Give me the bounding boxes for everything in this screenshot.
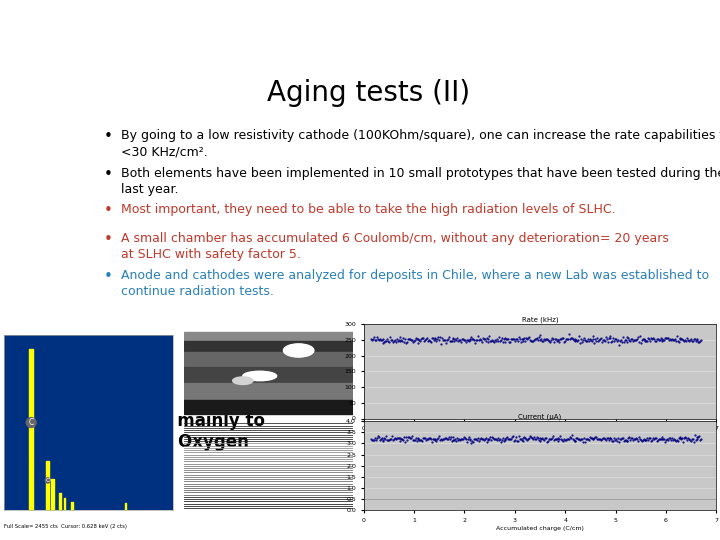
Bar	[184, 341, 353, 353]
Text: •: •	[104, 129, 113, 144]
Text: •: •	[104, 269, 113, 285]
X-axis label: Accumulated charge(C/cm): Accumulated charge(C/cm)	[497, 434, 583, 439]
Text: A small chamber has accumulated 6 Coulomb/cm, without any deterioration= 20 year: A small chamber has accumulated 6 Coulom…	[121, 232, 669, 261]
Text: Full Scale= 2455 cts  Cursor: 0.628 keV (2 cts): Full Scale= 2455 cts Cursor: 0.628 keV (…	[4, 524, 127, 529]
Text: •: •	[104, 232, 113, 247]
Bar	[184, 382, 353, 400]
Text: •: •	[104, 167, 113, 181]
X-axis label: Accumulated charge (C/cm): Accumulated charge (C/cm)	[496, 526, 584, 531]
Ellipse shape	[284, 344, 314, 357]
Ellipse shape	[233, 377, 253, 384]
Bar	[184, 400, 353, 414]
Text: Both elements have been implemented in 10 small prototypes that have been tested: Both elements have been implemented in 1…	[121, 167, 720, 195]
Title: Rate (kHz): Rate (kHz)	[522, 316, 558, 323]
Text: Most important, they need to be able to take the high radiation levels of SLHC.: Most important, they need to be able to …	[121, 203, 616, 216]
Title: Current (μA): Current (μA)	[518, 414, 562, 420]
Bar	[184, 353, 353, 367]
Text: Deposits due mainly to
Carbon and Oxygen: Deposits due mainly to Carbon and Oxygen	[49, 412, 265, 451]
Ellipse shape	[243, 372, 276, 381]
Text: •: •	[104, 203, 113, 218]
Text: C: C	[29, 418, 34, 427]
Text: Aging tests (II): Aging tests (II)	[267, 79, 471, 107]
Text: Anode and cathodes were analyzed for deposits in Chile, where a new Lab was esta: Anode and cathodes were analyzed for dep…	[121, 269, 708, 299]
Text: O: O	[45, 478, 50, 483]
Bar	[184, 332, 353, 341]
Bar	[184, 367, 353, 382]
Text: By going to a low resistivity cathode (100KOhm/square), one can increase the rat: By going to a low resistivity cathode (1…	[121, 129, 720, 158]
